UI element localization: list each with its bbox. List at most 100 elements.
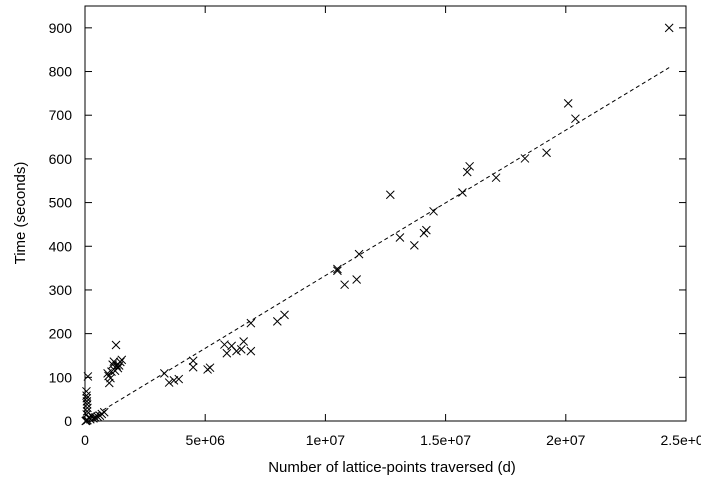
data-point [104, 378, 114, 388]
y-tick-label: 500 [49, 195, 73, 211]
data-point [429, 206, 438, 216]
marker-stroke [395, 233, 405, 242]
y-axis-label: Time (seconds) [12, 162, 29, 265]
marker-stroke [164, 378, 174, 387]
marker-stroke [458, 188, 467, 197]
marker-stroke [385, 190, 395, 200]
marker-stroke [188, 356, 198, 366]
data-point [203, 365, 212, 374]
data-point [82, 410, 92, 419]
data-point [340, 280, 349, 290]
marker-stroke [220, 340, 229, 349]
marker-stroke [563, 99, 573, 108]
marker-stroke [103, 369, 112, 378]
x-tick-label: 1e+07 [306, 432, 346, 448]
marker-stroke [108, 360, 117, 370]
marker-stroke [174, 374, 184, 384]
marker-stroke [95, 411, 105, 421]
marker-stroke [109, 357, 119, 366]
x-tick-label: 2e+07 [546, 432, 586, 448]
data-point [280, 310, 289, 320]
marker-stroke [222, 348, 232, 358]
marker-stroke [280, 310, 289, 320]
marker-stroke [89, 414, 98, 423]
marker-stroke [90, 413, 100, 422]
data-point [664, 23, 674, 33]
marker-stroke [236, 345, 246, 354]
marker-stroke [409, 241, 419, 250]
data-point [103, 369, 112, 378]
data-point [458, 188, 467, 197]
marker-stroke [352, 275, 362, 284]
data-point [159, 369, 169, 378]
marker-stroke [232, 346, 241, 356]
data-point [188, 362, 198, 372]
marker-stroke [110, 366, 120, 376]
data-point [83, 372, 93, 381]
y-tick-label: 600 [49, 151, 73, 167]
data-point [227, 341, 236, 351]
marker-stroke [81, 416, 91, 426]
data-point [82, 407, 92, 416]
data-point [236, 345, 246, 354]
data-point [246, 318, 256, 328]
data-point [246, 346, 256, 356]
marker-stroke [239, 337, 249, 346]
marker-stroke [465, 161, 474, 171]
data-point [520, 154, 530, 163]
data-point [220, 340, 229, 349]
x-tick-label: 0 [81, 432, 89, 448]
marker-stroke [520, 154, 530, 163]
y-tick-label: 400 [49, 238, 73, 254]
data-point [491, 173, 501, 183]
data-points [81, 23, 674, 426]
fit-line-layer [84, 67, 670, 422]
data-point [222, 348, 232, 358]
y-tick-label: 300 [49, 282, 73, 298]
data-point [82, 400, 92, 409]
data-point [462, 167, 472, 177]
data-point [354, 249, 364, 259]
marker-stroke [429, 206, 438, 216]
data-point [108, 360, 117, 370]
marker-stroke [83, 372, 93, 381]
marker-stroke [246, 318, 256, 328]
x-axis-label: Number of lattice-points traversed (d) [268, 459, 516, 476]
data-point [409, 241, 419, 250]
data-point [174, 374, 184, 384]
marker-stroke [82, 396, 92, 406]
marker-stroke [169, 376, 179, 385]
data-point [104, 371, 113, 381]
marker-stroke [333, 266, 342, 276]
data-point [465, 161, 474, 171]
data-point [169, 376, 179, 385]
plot-frame [84, 5, 687, 422]
data-point [110, 366, 120, 376]
marker-stroke [111, 340, 121, 350]
marker-stroke [82, 407, 92, 416]
marker-stroke [664, 23, 674, 33]
y-tick-label: 100 [49, 369, 73, 385]
marker-stroke [491, 173, 501, 183]
marker-stroke [340, 280, 349, 290]
data-point [272, 317, 282, 326]
data-point [563, 99, 573, 108]
marker-stroke [227, 341, 236, 351]
data-point [352, 275, 362, 284]
marker-stroke [203, 365, 212, 374]
marker-stroke [571, 114, 580, 124]
data-point [395, 233, 405, 242]
marker-stroke [82, 386, 91, 396]
data-point [542, 148, 551, 158]
y-axis-ticks: 0 100 200 300 400 500 600 700 800 900 [49, 20, 686, 429]
data-point [333, 266, 342, 276]
fit-line [84, 67, 670, 422]
data-point [82, 386, 91, 396]
x-tick-label: 2.5e+07 [661, 432, 701, 448]
y-tick-label: 900 [49, 20, 73, 36]
marker-stroke [112, 361, 122, 370]
marker-stroke [104, 378, 114, 388]
marker-stroke [82, 400, 92, 409]
marker-stroke [104, 371, 113, 381]
